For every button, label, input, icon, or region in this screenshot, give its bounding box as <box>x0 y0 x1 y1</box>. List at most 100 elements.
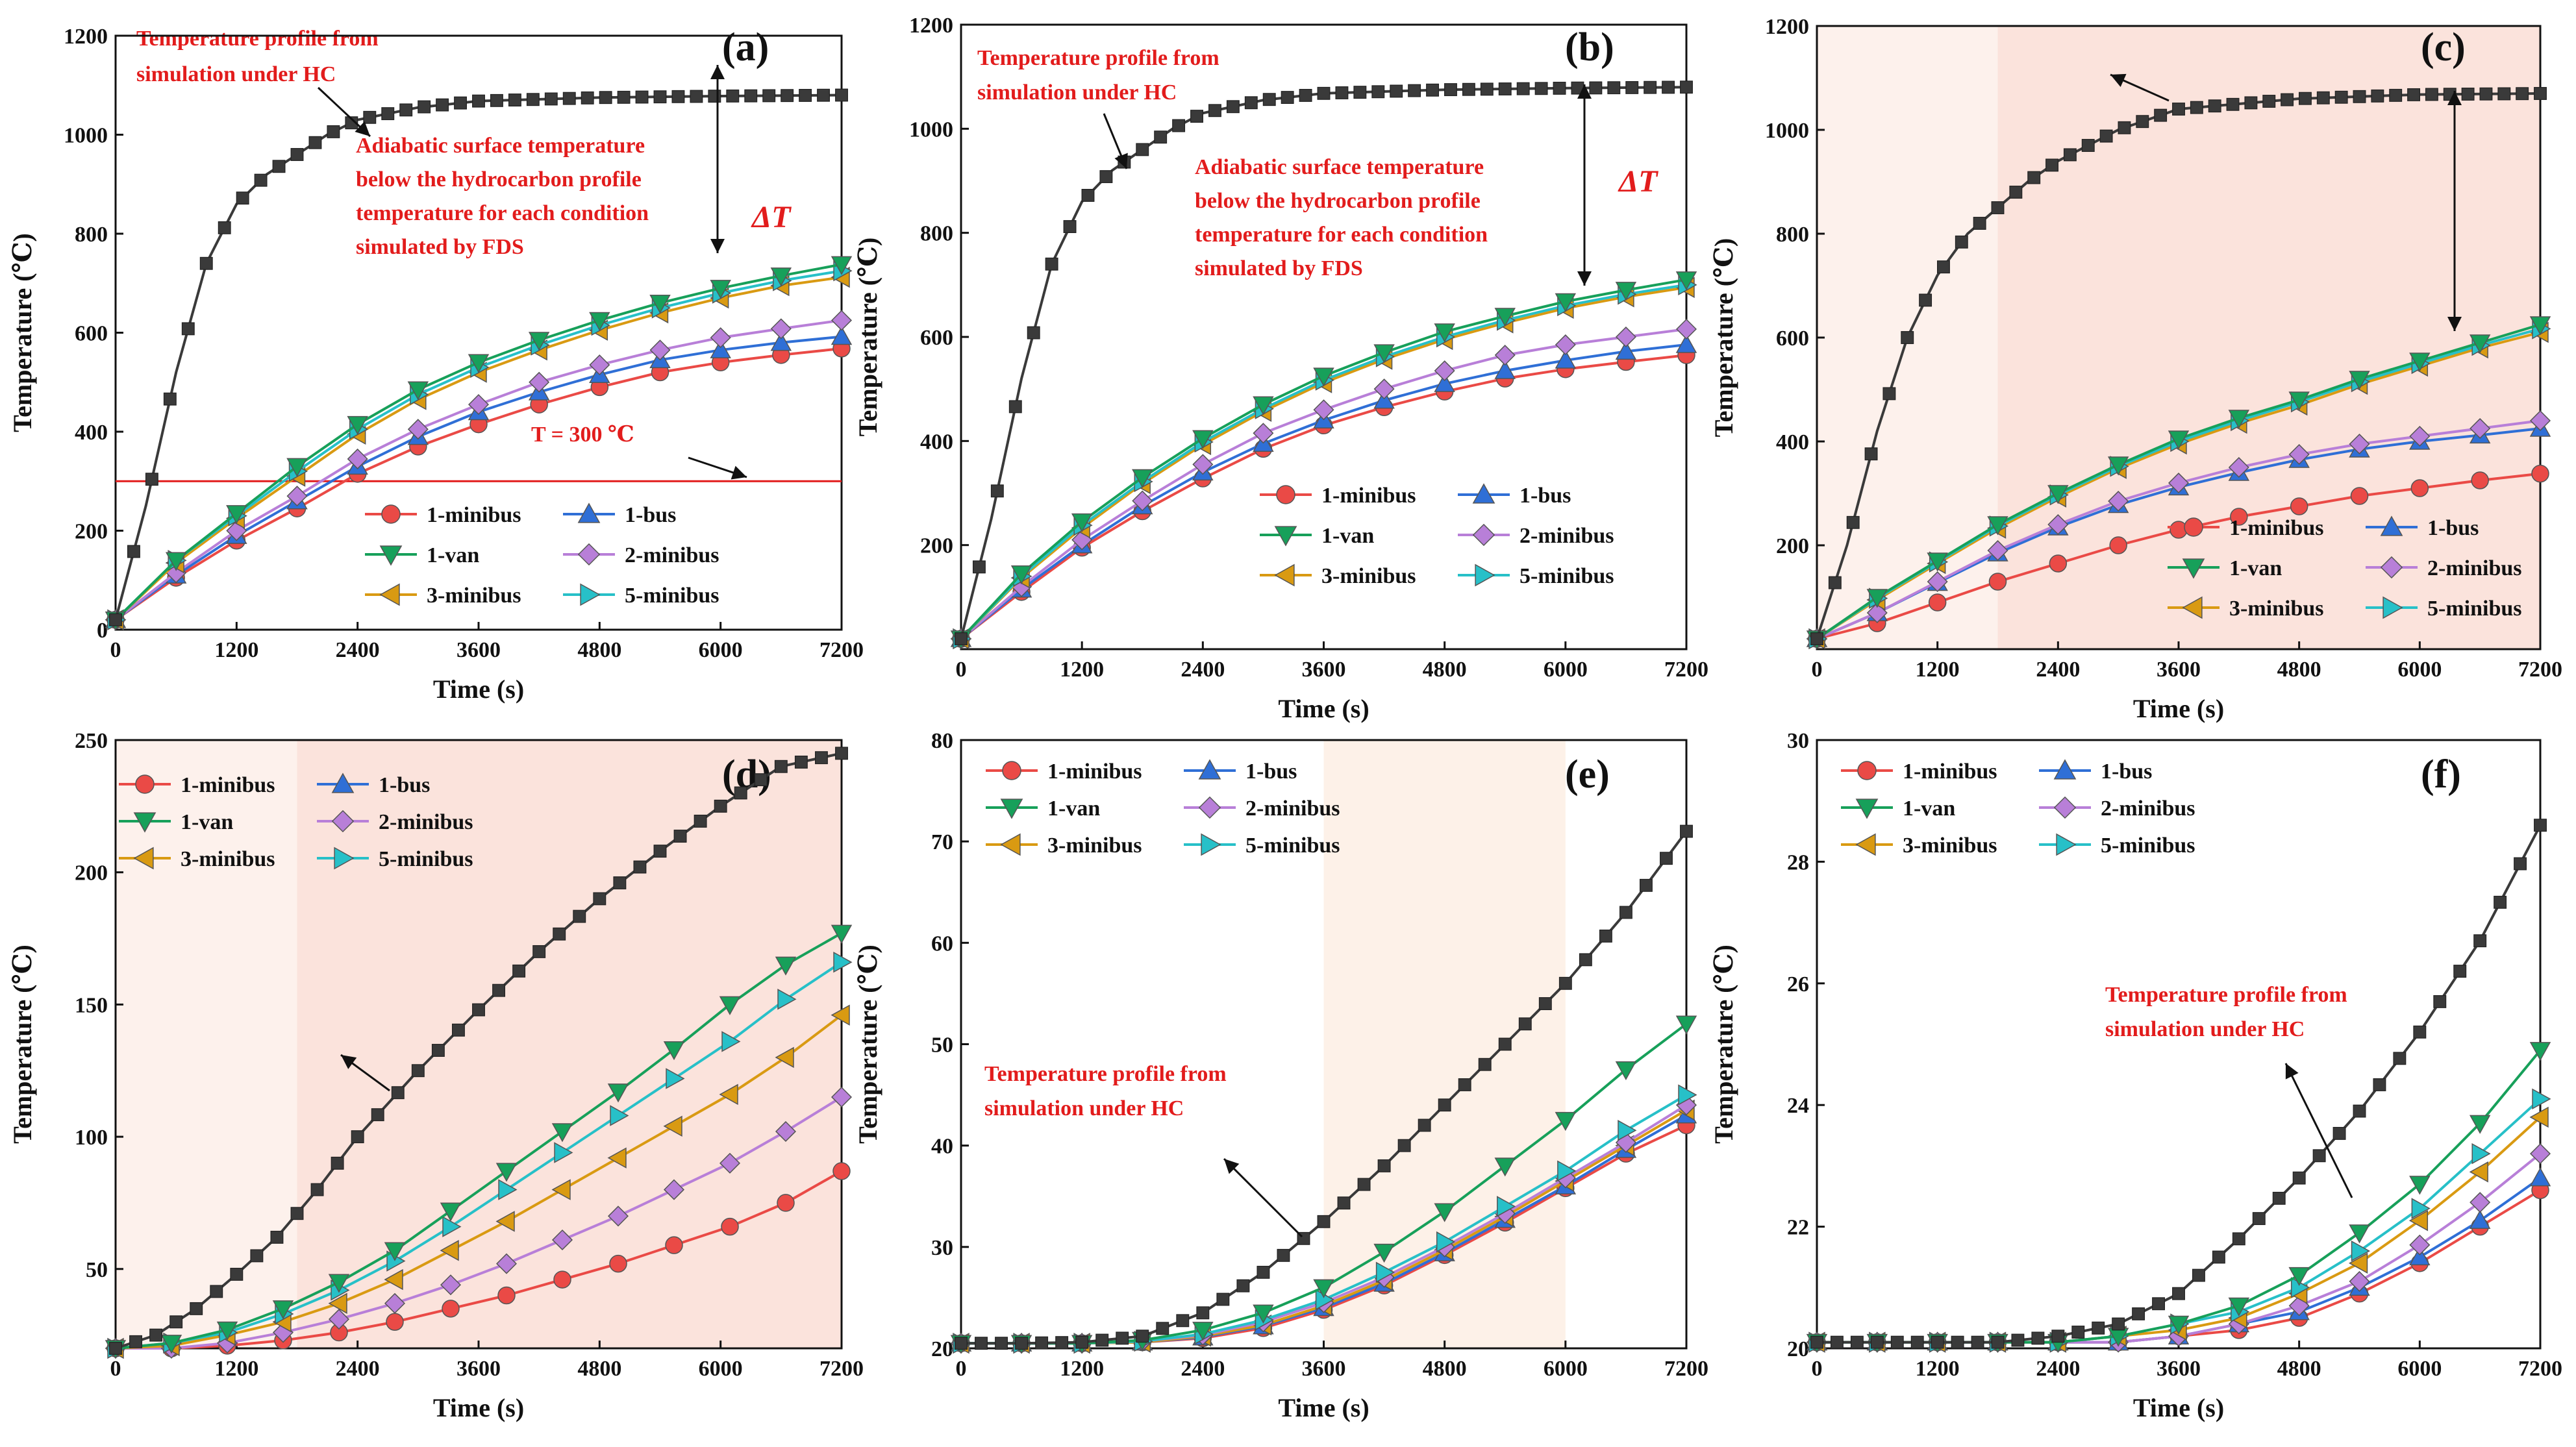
panel-d-point-1-van <box>440 1202 462 1222</box>
panel-b-point-2-minibus <box>1615 326 1636 348</box>
panel-e-point-HC <box>1236 1279 1250 1292</box>
panel-e-ytick-label: 30 <box>931 1236 953 1260</box>
panel-b-legend-marker-3-minibus <box>1274 563 1295 587</box>
panel-f-point-HC <box>2413 1025 2427 1039</box>
panel-f-legend-marker-2-minibus <box>2053 796 2077 819</box>
panel-e: 0 1200 2400 3600 4800 6000 7200 20 30 40 50 60 70 80 T… <box>853 729 1708 1422</box>
panel-c-point-HC <box>2136 115 2149 129</box>
panel-e-ytick-label: 70 <box>931 830 953 854</box>
panel-b-point-2-minibus <box>1132 490 1153 512</box>
panel-c-point-HC <box>2172 103 2185 116</box>
panel-c-point-1-van <box>2228 410 2250 429</box>
panel-b-point-HC <box>1027 326 1040 340</box>
panel-d-point-1-van <box>719 996 741 1015</box>
panel-c-legend-label-1-bus: 1-bus <box>2427 516 2479 540</box>
panel-f-point-1-van <box>2529 1042 2551 1061</box>
panel-d-legend-label-5-minibus: 5-minibus <box>379 847 473 871</box>
panel-d-point-1-van <box>495 1163 518 1182</box>
panel-c-xtick-label: 4800 <box>2277 658 2321 682</box>
panel-f-line-HC <box>1817 824 2542 1344</box>
panel-e-legend-marker-1-van <box>1000 798 1023 819</box>
panel-b-point-HC <box>1498 82 1512 95</box>
panel-e-point-HC <box>1438 1098 1451 1112</box>
panel-d-point-HC <box>633 860 647 874</box>
panel-c: 0 1200 2400 3600 4800 6000 7200 200 400 600 800 100… <box>1709 15 2562 723</box>
panel-b-ytick-label: 400 <box>920 430 953 454</box>
panel-e-point-HC <box>1680 824 1693 838</box>
panel-b-point-HC <box>1244 96 1258 110</box>
panel-d-point-1-van <box>551 1123 573 1143</box>
panel-c-point-HC <box>2281 93 2294 106</box>
panel-b-xtick-label: 6000 <box>1544 658 1588 682</box>
panel-b-point-HC <box>1317 86 1331 100</box>
panel-f-point-2-minibus <box>2349 1270 2370 1292</box>
panel-e-point-HC <box>1216 1292 1230 1306</box>
panel-b-legend-label-3-minibus: 3-minibus <box>1321 564 1416 588</box>
panel-c-label: (c) <box>2421 25 2466 69</box>
panel-b-point-HC <box>1136 143 1149 156</box>
panel-a-point-HC <box>581 91 594 105</box>
panel-e-ylabel: Temperature (℃) <box>853 945 882 1144</box>
panel-d-ylabel: Temperature (℃) <box>8 945 37 1144</box>
panel-b-point-1-van <box>1313 367 1334 387</box>
panel-a-hc-label-line2: simulation under HC <box>136 62 336 86</box>
panel-d-point-1-van <box>384 1242 406 1261</box>
panel-e-hc-label-line1: Temperature profile from <box>984 1062 1227 1086</box>
panel-d-legend: 1-minibus 1-bus 1-van 2-minibus 3-minibus 5-m… <box>119 773 473 871</box>
panel-a-xtick-label: 0 <box>110 638 121 662</box>
panel-c-legend-marker-2-minibus <box>2380 556 2403 579</box>
panel-d-point-HC <box>210 1285 223 1298</box>
panel-a-ytick-label: 800 <box>75 223 108 247</box>
panel-a-point-1-van <box>347 415 368 436</box>
panel-a-legend-label-5-minibus: 5-minibus <box>625 584 719 608</box>
panel-d-point-HC <box>290 1207 304 1220</box>
panel-a-point-HC <box>418 100 431 114</box>
panel-d-xtick-label: 1200 <box>214 1357 258 1381</box>
panel-e-legend-marker-1-minibus <box>1002 761 1021 780</box>
panel-c-point-HC <box>1973 217 1986 230</box>
panel-f-point-1-van <box>2469 1115 2491 1134</box>
panel-d-point-1-minibus <box>386 1313 404 1331</box>
panel-c-point-HC <box>2244 96 2258 110</box>
panel-c-point-1-minibus <box>1988 573 2007 591</box>
panel-f-point-HC <box>2312 1149 2326 1163</box>
panel-c-point-1-van <box>2288 391 2310 411</box>
panel-a-delta-arrow-tail <box>710 65 725 79</box>
panel-b-point-HC <box>1680 80 1693 94</box>
panel-c-legend-label-1-minibus: 1-minibus <box>2229 516 2324 540</box>
panel-e-point-HC <box>1277 1248 1290 1262</box>
panel-a-point-HC <box>544 92 558 106</box>
panel-b-point-HC <box>972 560 986 574</box>
panel-a-xtick-label: 4800 <box>577 638 621 662</box>
panel-e-label: (e) <box>1565 752 1610 797</box>
panel-f-legend-marker-1-bus <box>2053 759 2077 780</box>
panel-c-legend-marker-3-minibus <box>2182 596 2203 619</box>
panel-e-xlabel: Time (s) <box>1278 1393 1369 1422</box>
panel-b-point-HC <box>1281 91 1294 105</box>
panel-d-point-HC <box>351 1130 364 1144</box>
panel-f-line-3-minibus <box>1817 1116 2542 1344</box>
panel-f-point-5-minibus <box>2532 1088 2551 1110</box>
panel-f-ytick-label: 24 <box>1787 1094 1809 1118</box>
panel-f-legend-marker-3-minibus <box>1855 833 1876 856</box>
panel-c-delta-arrow-head <box>2447 317 2462 331</box>
panel-a-point-HC <box>490 93 503 107</box>
panel-a-point-2-minibus <box>407 419 429 440</box>
panel-b-point-1-bus <box>1373 390 1395 409</box>
panel-c-point-HC <box>2081 139 2095 152</box>
panel-b-point-HC <box>1426 83 1439 97</box>
panel-a-point-HC <box>363 110 377 124</box>
panel-b-point-HC <box>1208 104 1221 117</box>
panel-d-point-HC <box>411 1064 425 1078</box>
panel-f-xtick-label: 4800 <box>2277 1357 2321 1381</box>
panel-b-point-HC <box>1045 257 1058 271</box>
panel-f-point-HC <box>2112 1317 2125 1331</box>
panel-f-line-2-minibus <box>1817 1152 2542 1344</box>
panel-a-point-HC <box>254 173 268 187</box>
panel-e-point-HC <box>1055 1336 1069 1350</box>
panel-a-point-HC <box>145 473 158 486</box>
panel-d-legend-label-1-bus: 1-bus <box>379 773 430 797</box>
panel-c-point-1-van <box>2529 316 2551 336</box>
panel-b-point-HC <box>1172 119 1186 132</box>
panel-b-point-HC <box>1099 170 1113 184</box>
